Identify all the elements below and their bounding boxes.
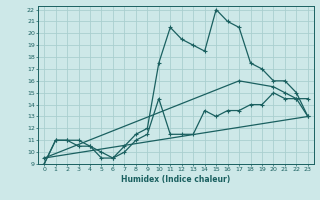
X-axis label: Humidex (Indice chaleur): Humidex (Indice chaleur): [121, 175, 231, 184]
